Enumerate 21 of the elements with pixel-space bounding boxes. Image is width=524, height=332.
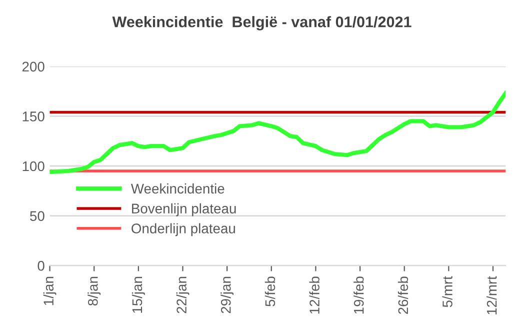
legend-label: Bovenlijn plateau (132, 203, 236, 216)
y-tick-label: 0 (38, 260, 44, 271)
x-tick-label: 26/feb (398, 276, 408, 314)
x-tick-label: 12/mrt (486, 276, 497, 314)
line-series (50, 91, 506, 174)
chart-title: Weekincidentie België - vanaf 01/01/2021 (112, 16, 412, 30)
x-tick-label: 15/jan (132, 276, 145, 313)
x-tick-label: 12/feb (309, 276, 320, 314)
x-tick-label: 1/jan (43, 276, 56, 306)
x-tick-label: 5/mrt (442, 276, 452, 308)
x-tick-label: 29/jan (220, 276, 234, 314)
y-tick-label: 150 (22, 112, 44, 122)
x-tick-label: 8/jan (88, 276, 101, 306)
y-tick-label: 200 (22, 62, 44, 72)
legend-label: Weekincidentie (130, 183, 224, 194)
x-tick-label: 19/feb (354, 276, 364, 314)
y-tick-label: 100 (22, 161, 44, 172)
legend-label: Onderlijn plateau (132, 223, 235, 236)
y-tick-label: 50 (30, 211, 44, 221)
x-tick-label: 22/jan (176, 276, 190, 314)
x-tick-label: 5/feb (264, 276, 276, 306)
